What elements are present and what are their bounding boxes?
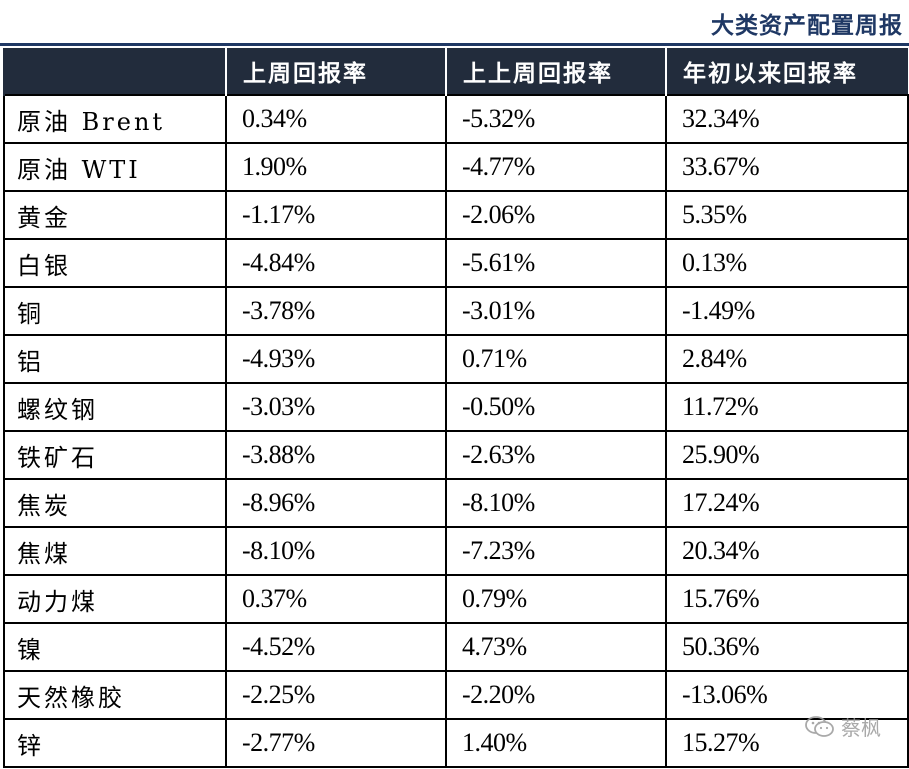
asset-cell: 螺纹钢 bbox=[3, 382, 227, 432]
ytd-return-cell: 15.76% bbox=[665, 574, 909, 624]
last-week-return-cell: -4.93% bbox=[225, 334, 447, 384]
table-row: 原油 Brent 0.34% -5.32% 32.34% bbox=[3, 94, 909, 144]
table-header-row: 上周回报率 上上周回报率 年初以来回报率 bbox=[3, 48, 908, 95]
last-week-return-cell: -4.52% bbox=[225, 622, 447, 672]
asset-cell: 铝 bbox=[3, 334, 227, 384]
ytd-return-cell: -1.49% bbox=[665, 286, 909, 336]
table-row: 焦煤 -8.10% -7.23% 20.34% bbox=[3, 526, 909, 576]
ytd-return-cell: 25.90% bbox=[665, 430, 909, 480]
table-row: 天然橡胶 -2.25% -2.20% -13.06% bbox=[3, 670, 909, 720]
ytd-return-cell: -13.06% bbox=[665, 670, 909, 720]
asset-cell: 黄金 bbox=[3, 190, 227, 240]
header-asset bbox=[3, 48, 226, 95]
last-week-return-cell: -8.96% bbox=[225, 478, 447, 528]
watermark-text: 蔡枫 bbox=[841, 716, 881, 740]
table-row: 铁矿石 -3.88% -2.63% 25.90% bbox=[3, 430, 909, 480]
week-before-return-cell: -2.06% bbox=[445, 190, 667, 240]
table-row: 动力煤 0.37% 0.79% 15.76% bbox=[3, 574, 909, 624]
table-row: 螺纹钢 -3.03% -0.50% 11.72% bbox=[3, 382, 909, 432]
ytd-return-cell: 20.34% bbox=[665, 526, 909, 576]
asset-cell: 锌 bbox=[3, 718, 227, 768]
asset-cell: 铜 bbox=[3, 286, 227, 336]
asset-cell: 白银 bbox=[3, 238, 227, 288]
table-row: 黄金 -1.17% -2.06% 5.35% bbox=[3, 190, 909, 240]
week-before-return-cell: -7.23% bbox=[445, 526, 667, 576]
wechat-icon bbox=[805, 715, 835, 739]
asset-cell: 焦炭 bbox=[3, 478, 227, 528]
week-before-return-cell: -5.61% bbox=[445, 238, 667, 288]
last-week-return-cell: -3.88% bbox=[225, 430, 447, 480]
week-before-return-cell: -4.77% bbox=[445, 142, 667, 192]
last-week-return-cell: -1.17% bbox=[225, 190, 447, 240]
last-week-return-cell: 1.90% bbox=[225, 142, 447, 192]
ytd-return-cell: 15.27% bbox=[665, 718, 909, 768]
week-before-return-cell: 4.73% bbox=[445, 622, 667, 672]
week-before-return-cell: -8.10% bbox=[445, 478, 667, 528]
asset-cell: 动力煤 bbox=[3, 574, 227, 624]
last-week-return-cell: 0.34% bbox=[225, 94, 447, 144]
week-before-return-cell: 1.40% bbox=[445, 718, 667, 768]
week-before-return-cell: -2.20% bbox=[445, 670, 667, 720]
watermark: 蔡枫 bbox=[805, 712, 881, 741]
week-before-return-cell: -3.01% bbox=[445, 286, 667, 336]
last-week-return-cell: 0.37% bbox=[225, 574, 447, 624]
asset-cell: 天然橡胶 bbox=[3, 670, 227, 720]
table-row: 锌 -2.77% 1.40% 15.27% bbox=[3, 718, 909, 768]
ytd-return-cell: 33.67% bbox=[665, 142, 909, 192]
week-before-return-cell: 0.71% bbox=[445, 334, 667, 384]
table-row: 原油 WTI 1.90% -4.77% 33.67% bbox=[3, 142, 909, 192]
week-before-return-cell: -0.50% bbox=[445, 382, 667, 432]
table-row: 铜 -3.78% -3.01% -1.49% bbox=[3, 286, 909, 336]
week-before-return-cell: -5.32% bbox=[445, 94, 667, 144]
report-title: 大类资产配置周报 bbox=[711, 12, 903, 39]
ytd-return-cell: 50.36% bbox=[665, 622, 909, 672]
table-row: 焦炭 -8.96% -8.10% 17.24% bbox=[3, 478, 909, 528]
asset-cell: 镍 bbox=[3, 622, 227, 672]
table-row: 镍 -4.52% 4.73% 50.36% bbox=[3, 622, 909, 672]
table-row: 白银 -4.84% -5.61% 0.13% bbox=[3, 238, 909, 288]
header-last-week-return: 上周回报率 bbox=[225, 48, 446, 95]
asset-cell: 原油 Brent bbox=[3, 94, 227, 144]
last-week-return-cell: -3.78% bbox=[225, 286, 447, 336]
last-week-return-cell: -4.84% bbox=[225, 238, 447, 288]
last-week-return-cell: -3.03% bbox=[225, 382, 447, 432]
report-header: 大类资产配置周报 bbox=[0, 0, 909, 46]
table-row: 铝 -4.93% 0.71% 2.84% bbox=[3, 334, 909, 384]
last-week-return-cell: -2.25% bbox=[225, 670, 447, 720]
ytd-return-cell: 5.35% bbox=[665, 190, 909, 240]
ytd-return-cell: 11.72% bbox=[665, 382, 909, 432]
table-body: 原油 Brent 0.34% -5.32% 32.34% 原油 WTI 1.90% -4.7… bbox=[3, 94, 909, 768]
ytd-return-cell: 17.24% bbox=[665, 478, 909, 528]
header-ytd-return: 年初以来回报率 bbox=[665, 48, 908, 95]
asset-cell: 焦煤 bbox=[3, 526, 227, 576]
week-before-return-cell: 0.79% bbox=[445, 574, 667, 624]
week-before-return-cell: -2.63% bbox=[445, 430, 667, 480]
header-rule bbox=[0, 43, 909, 46]
ytd-return-cell: 32.34% bbox=[665, 94, 909, 144]
last-week-return-cell: -2.77% bbox=[225, 718, 447, 768]
ytd-return-cell: 0.13% bbox=[665, 238, 909, 288]
asset-cell: 铁矿石 bbox=[3, 430, 227, 480]
last-week-return-cell: -8.10% bbox=[225, 526, 447, 576]
returns-table: 上周回报率 上上周回报率 年初以来回报率 原油 Brent 0.34% -5.32%… bbox=[3, 48, 909, 768]
ytd-return-cell: 2.84% bbox=[665, 334, 909, 384]
header-week-before-return: 上上周回报率 bbox=[445, 48, 666, 95]
asset-cell: 原油 WTI bbox=[3, 142, 227, 192]
